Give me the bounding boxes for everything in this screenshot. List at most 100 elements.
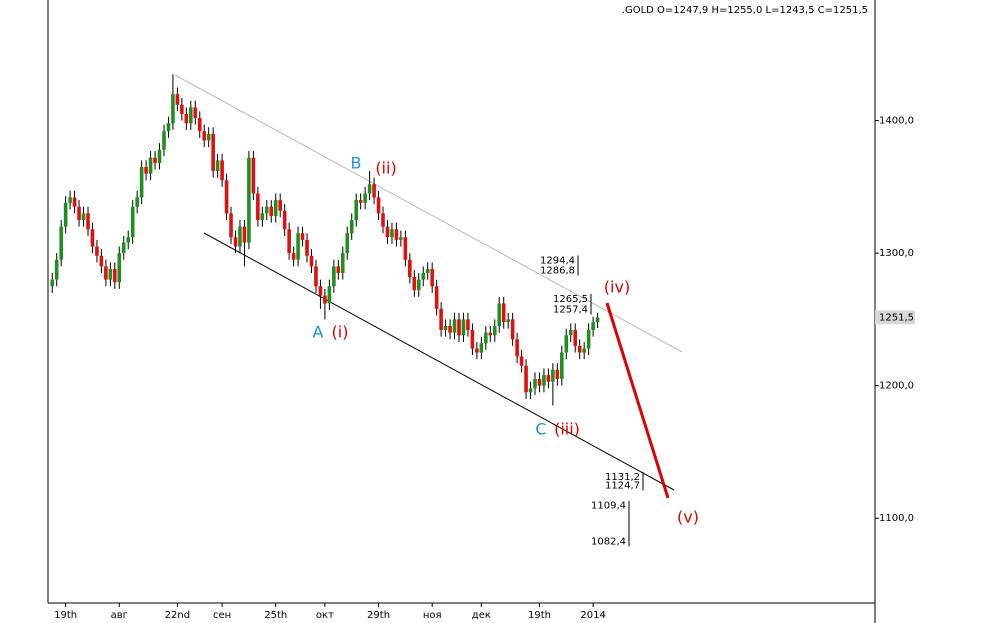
candle-body <box>247 157 251 243</box>
candle-body <box>273 200 278 217</box>
wave-label: B <box>351 154 362 173</box>
candle-body <box>568 329 573 336</box>
candle-body <box>452 319 457 333</box>
candle-body <box>546 375 551 382</box>
candle-body <box>81 213 86 220</box>
y-tick-label: 1300,0 <box>879 248 914 259</box>
candle-body <box>166 123 171 132</box>
candle-body <box>314 266 318 287</box>
candle-body <box>399 237 403 240</box>
price-level-label: 1131,2 <box>605 472 640 483</box>
candle-body <box>367 184 372 194</box>
candle-body <box>332 266 336 287</box>
price-level-label: 1265,5 <box>553 294 588 305</box>
candle-body <box>104 266 108 280</box>
candle-body <box>206 133 211 141</box>
candle-body <box>586 329 591 349</box>
price-level-label: 1286,8 <box>540 266 575 277</box>
wave-label: (i) <box>332 323 349 342</box>
projection-line <box>605 302 670 499</box>
candle-body <box>363 193 367 203</box>
candle-body <box>126 237 131 243</box>
candle-body <box>470 329 475 349</box>
candle-body <box>220 160 224 181</box>
candle-body <box>354 200 358 220</box>
candle-body <box>479 343 484 353</box>
candle-body <box>113 269 117 283</box>
candle-body <box>242 226 247 243</box>
candle-body <box>300 233 305 240</box>
candle-body <box>135 197 139 207</box>
candle-body <box>197 117 202 132</box>
candle-body <box>282 210 287 230</box>
candle-body <box>340 253 345 274</box>
candle-body <box>153 157 157 164</box>
candle-body <box>533 379 537 389</box>
candle-body <box>345 233 350 254</box>
candle-body <box>108 269 113 280</box>
price-level-label: 1082,4 <box>591 537 626 548</box>
candle-body <box>412 276 417 291</box>
candle-body <box>180 104 184 114</box>
candle-body <box>385 226 390 238</box>
x-tick-label: 2014 <box>580 610 605 621</box>
upper-channel-line <box>174 74 683 353</box>
candle-body <box>256 193 260 220</box>
candle-body <box>416 279 421 291</box>
candle-body <box>434 286 439 309</box>
candle-body <box>72 197 77 207</box>
price-level-label: 1257,4 <box>553 305 588 316</box>
candle-body <box>305 239 309 256</box>
x-tick-label: 19th <box>54 610 77 621</box>
x-tick-label: ноя <box>423 610 442 621</box>
candle-body <box>381 213 385 227</box>
candle-body <box>211 133 215 171</box>
candle-body <box>573 329 578 346</box>
candle-body <box>202 131 207 141</box>
candle-body <box>537 379 542 386</box>
candle-body <box>296 233 300 260</box>
candle-body <box>466 319 470 330</box>
candle-body <box>130 206 135 238</box>
x-tick-label: 19th <box>528 610 551 621</box>
candle-body <box>506 319 510 323</box>
candle-body <box>327 286 332 304</box>
candle-body <box>224 180 229 214</box>
x-tick-label: 22nd <box>165 610 190 621</box>
candle-body <box>372 184 376 198</box>
candle-body <box>215 160 220 171</box>
candle-body <box>157 149 162 164</box>
candle-body <box>497 303 502 327</box>
candle-body <box>336 266 341 274</box>
x-tick-label: сен <box>213 610 231 621</box>
candle-body <box>524 365 528 393</box>
y-tick-label: 1200,0 <box>879 381 914 392</box>
candle-body <box>519 356 524 366</box>
candle-body <box>425 269 430 274</box>
candle-body <box>121 242 126 254</box>
candle-body <box>309 255 314 267</box>
candle-body <box>564 335 569 353</box>
wave-label: (iv) <box>604 278 630 297</box>
candle-body <box>148 157 153 174</box>
price-level-label: 1294,4 <box>540 256 575 267</box>
candle-body <box>484 332 488 344</box>
wave-label: C <box>535 420 546 439</box>
candle-body <box>430 269 434 287</box>
candle-body <box>59 226 63 260</box>
candle-body <box>448 326 452 333</box>
candle-body <box>291 253 296 260</box>
candle-body <box>238 226 242 247</box>
candle-body <box>193 107 198 118</box>
candle-body <box>528 388 533 393</box>
candle-body <box>403 237 408 260</box>
candle-body <box>139 166 144 198</box>
candle-body <box>144 166 148 174</box>
candle-body <box>86 213 90 230</box>
candle-body <box>68 197 72 203</box>
candle-body <box>251 157 256 194</box>
candle-body <box>349 219 354 234</box>
candle-body <box>551 369 555 382</box>
candle-body <box>162 131 166 150</box>
